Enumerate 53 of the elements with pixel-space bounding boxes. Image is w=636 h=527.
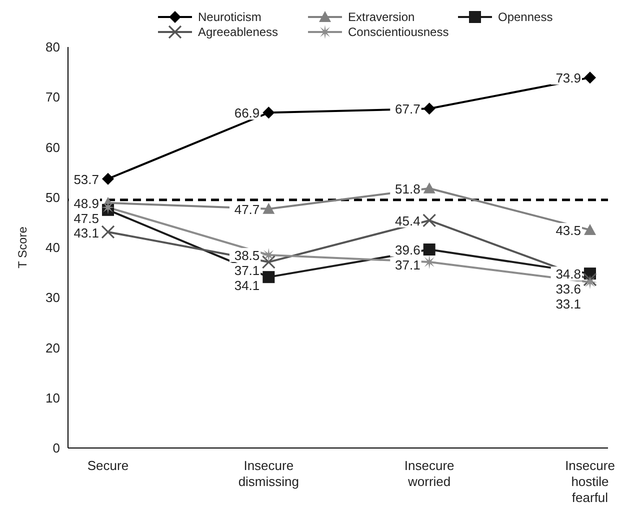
y-tick-label: 30 (46, 290, 60, 306)
point (584, 224, 596, 235)
data-label: 34.1 (234, 278, 260, 293)
data-label: 38.5 (234, 248, 260, 264)
data-label: 53.7 (74, 172, 99, 187)
y-tick-label: 20 (46, 340, 60, 356)
point (584, 72, 596, 84)
x-tick-label: Insecure hostile fearful (565, 458, 615, 505)
data-label: 47.5 (74, 210, 99, 226)
point (422, 214, 436, 228)
data-label: 45.4 (395, 213, 420, 228)
data-label: 51.8 (395, 181, 420, 196)
data-label: 37.1 (234, 262, 260, 278)
point (423, 102, 436, 115)
point (423, 244, 436, 256)
point (262, 255, 276, 269)
point (262, 106, 275, 119)
point (101, 225, 115, 239)
point (262, 271, 275, 284)
y-tick-label: 80 (46, 40, 60, 55)
y-tick-label: 50 (46, 190, 60, 205)
data-label: 33.6 (556, 282, 581, 297)
x-tick-label: Secure (87, 458, 129, 473)
data-label: 47.7 (234, 202, 260, 217)
legend-label: Neuroticism (198, 10, 262, 24)
data-label: 43.1 (74, 226, 99, 241)
legend-label: Conscientiousness (348, 25, 449, 39)
point (583, 275, 597, 290)
y-tick-label: 40 (46, 240, 60, 256)
point (583, 272, 597, 286)
legend-label: Agreeableness (198, 25, 278, 39)
data-label: 73.9 (556, 70, 581, 86)
point (101, 200, 115, 214)
data-label: 43.5 (556, 222, 581, 238)
point (423, 182, 436, 194)
data-label: 37.1 (395, 257, 420, 272)
y-axis-title: T Score (15, 226, 30, 268)
y-tick-label: 0 (52, 440, 60, 456)
data-label: 39.6 (395, 242, 420, 258)
x-tick-label: Insecure dismissing (238, 458, 300, 489)
data-label: 67.7 (395, 102, 420, 117)
y-tick-label: 70 (46, 90, 60, 105)
data-label: 66.9 (234, 106, 260, 121)
data-label: 48.9 (74, 196, 99, 211)
data-label: 33.1 (556, 296, 581, 312)
x-tick-label: Insecure worried (404, 458, 454, 489)
legend-label: Openness (498, 10, 553, 24)
legend-label: Extraversion (348, 10, 415, 24)
point (262, 202, 275, 214)
y-tick-label: 10 (46, 390, 60, 406)
y-tick-label: 60 (46, 140, 60, 155)
point (102, 172, 114, 185)
data-label: 34.8 (556, 266, 581, 282)
